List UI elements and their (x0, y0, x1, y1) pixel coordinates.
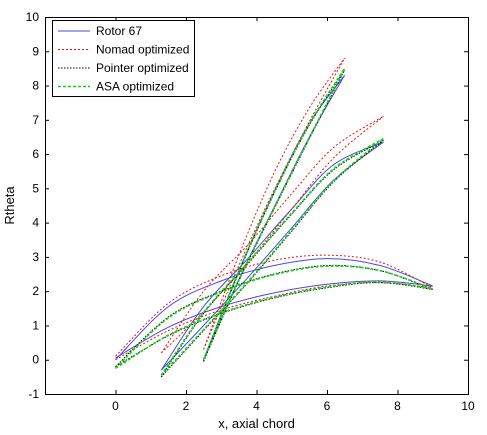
series-2-blade-0-suction-line (115, 264, 433, 367)
series-0-blade-1-pressure-line (160, 141, 384, 371)
legend-label: Rotor 67 (96, 24, 142, 38)
series-3-blade-0-pressure-line (115, 281, 433, 369)
x-tick-label: 4 (253, 399, 260, 413)
legend-box (52, 20, 195, 97)
series-0 (115, 75, 433, 371)
series-0-blade-1-suction-line (160, 141, 384, 371)
series-1-blade-1-suction-line (160, 115, 384, 354)
series-1-blade-2-pressure-line (203, 57, 346, 350)
x-tick-label: 10 (461, 399, 475, 413)
legend-label: Nomad optimized (96, 43, 189, 57)
y-tick-label: 7 (32, 113, 39, 127)
x-axis-label: x, axial chord (218, 416, 295, 431)
series-0-blade-2-pressure-line (203, 75, 346, 360)
y-tick-label: 2 (32, 284, 39, 298)
series-2-blade-2-suction-line (203, 69, 346, 362)
series-3 (114, 67, 434, 376)
series-1 (115, 57, 434, 361)
series-0-blade-0-pressure-line (115, 280, 433, 359)
y-tick-label: 9 (32, 44, 39, 58)
x-tick-label: 6 (324, 399, 331, 413)
y-tick-label: 3 (32, 250, 39, 264)
series-3-blade-1-suction-line (160, 138, 384, 376)
series-3-blade-1-pressure-line (160, 138, 384, 376)
y-tick-label: -1 (28, 387, 39, 401)
series-layer (114, 57, 434, 378)
y-tick-label: 8 (32, 79, 39, 93)
legend: Rotor 67 Nomad optimized Pointer optimized… (52, 20, 195, 97)
y-tick-label: 4 (32, 216, 39, 230)
series-3-blade-0-suction-line (114, 265, 434, 369)
y-tick-label: 6 (32, 147, 39, 161)
x-tick-label: 0 (112, 399, 119, 413)
series-1-blade-0-suction-line (115, 254, 434, 357)
y-tick-label: 5 (32, 181, 39, 195)
x-tick-label: 2 (183, 399, 190, 413)
series-2 (115, 69, 433, 378)
series-2-blade-1-pressure-line (160, 140, 384, 378)
y-tick-label: 1 (32, 318, 39, 332)
series-2-blade-0-pressure-line (115, 282, 433, 368)
series-2-blade-1-suction-line (160, 139, 384, 378)
y-tick-label: 10 (26, 10, 40, 24)
y-axis-label: Rtheta (2, 186, 17, 225)
ticks-layer: 0 2 4 6 8 10 -1 0 1 2 3 4 5 6 7 8 9 10 (26, 10, 475, 413)
x-tick-label: 8 (394, 399, 401, 413)
legend-label: ASA optimized (96, 80, 174, 94)
series-2-blade-2-pressure-line (203, 69, 346, 362)
legend-label: Pointer optimized (96, 61, 189, 75)
series-0-blade-2-suction-line (203, 75, 346, 360)
series-0-blade-0-suction-line (115, 258, 433, 361)
series-1-blade-1-pressure-line (160, 116, 384, 354)
series-1-blade-2-suction-line (203, 57, 346, 350)
series-3-blade-2-pressure-line (202, 68, 346, 361)
series-3-blade-2-suction-line (202, 67, 346, 360)
y-tick-label: 0 (32, 353, 39, 367)
series-1-blade-0-pressure-line (115, 282, 433, 361)
